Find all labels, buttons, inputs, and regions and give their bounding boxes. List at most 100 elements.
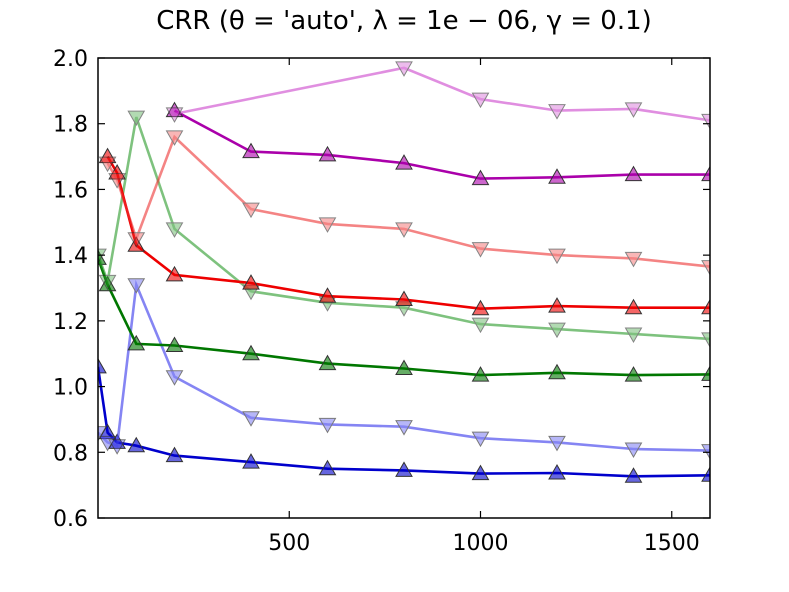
data-point [624,251,643,268]
series-line-5 [106,134,710,268]
data-point [701,332,710,348]
data-point [548,168,566,184]
data-point [318,459,337,476]
data-point [127,236,146,252]
y-tick-label: 0.8 [53,441,88,466]
series-line-7 [174,66,710,122]
data-point [624,102,643,118]
series-layer [98,61,710,483]
data-point [471,299,490,316]
data-point [471,242,490,258]
data-point [701,365,710,381]
data-point [624,366,643,382]
data-point [242,202,260,219]
data-point [165,265,184,282]
data-point [242,142,260,159]
series-line-6 [173,109,710,180]
data-point [548,463,566,480]
data-point [242,411,260,427]
data-point [471,366,490,382]
y-tick-label: 0.6 [53,507,88,532]
data-point [395,222,413,238]
data-point [165,336,184,352]
y-tick-label: 1.4 [53,244,88,269]
data-point [548,104,566,120]
series-5 [98,130,710,276]
data-point [318,217,337,233]
data-point [471,431,490,448]
data-point [318,417,337,434]
data-point [701,444,710,460]
data-point [471,92,490,109]
data-point [127,334,146,351]
data-point [624,442,643,459]
data-point [701,113,710,130]
series-line-3 [98,116,710,341]
data-point [127,232,146,248]
y-tick-label: 1.2 [53,310,88,335]
y-tick-label: 1.8 [53,113,88,138]
y-tick-label: 1.6 [53,178,88,203]
data-point [108,173,126,189]
ticks-layer: 500 1000 1500 0.6 0.8 1.0 1.2 1.4 1.6 1.8 2.0 [53,47,710,556]
data-point [318,287,337,303]
y-tick-label: 1.0 [53,376,88,401]
data-point [548,297,566,313]
series-0 [98,357,710,483]
data-point [242,453,260,469]
data-point [127,278,146,294]
data-point [548,322,566,339]
data-point [395,154,413,170]
x-tick-label: 1500 [644,531,700,556]
data-point [98,274,117,291]
data-point [395,359,413,375]
data-point [242,344,260,361]
data-point [318,145,337,162]
series-1 [98,278,710,460]
data-point [471,169,490,186]
data-point [165,107,184,123]
data-point [98,248,107,265]
data-point [701,165,710,182]
data-point [624,467,643,483]
data-point [165,222,184,238]
series-line-4 [106,155,710,311]
data-point [165,130,184,146]
series-6 [165,101,710,186]
data-point [127,436,146,453]
x-tick-label: 500 [268,531,310,556]
series-2 [98,249,710,382]
series-line-1 [98,279,710,452]
data-point [548,248,566,265]
x-tick-label: 1000 [453,531,509,556]
data-point [395,290,413,306]
data-point [98,357,107,374]
data-point [98,147,117,164]
data-point [395,61,413,77]
data-point [624,327,643,344]
data-point [624,298,643,315]
data-point [624,165,643,182]
y-tick-label: 2.0 [53,47,88,72]
data-point [548,363,566,380]
data-point [98,156,117,173]
data-point [127,110,146,127]
chart-title: CRR (θ = 'auto', λ = 1e − 06, γ = 0.1) [156,6,652,36]
data-point [165,370,184,386]
series-7 [165,61,710,130]
data-point [701,466,710,482]
data-point [395,420,413,436]
data-point [395,461,413,477]
data-point [242,274,260,290]
series-4 [98,147,710,316]
data-point [701,260,710,276]
data-point [165,446,184,463]
data-point [548,435,566,452]
data-point [701,298,710,315]
data-point [471,464,490,481]
data-point [318,354,337,371]
plot-frame [97,57,711,519]
data-point [471,317,490,334]
data-point [108,439,126,455]
